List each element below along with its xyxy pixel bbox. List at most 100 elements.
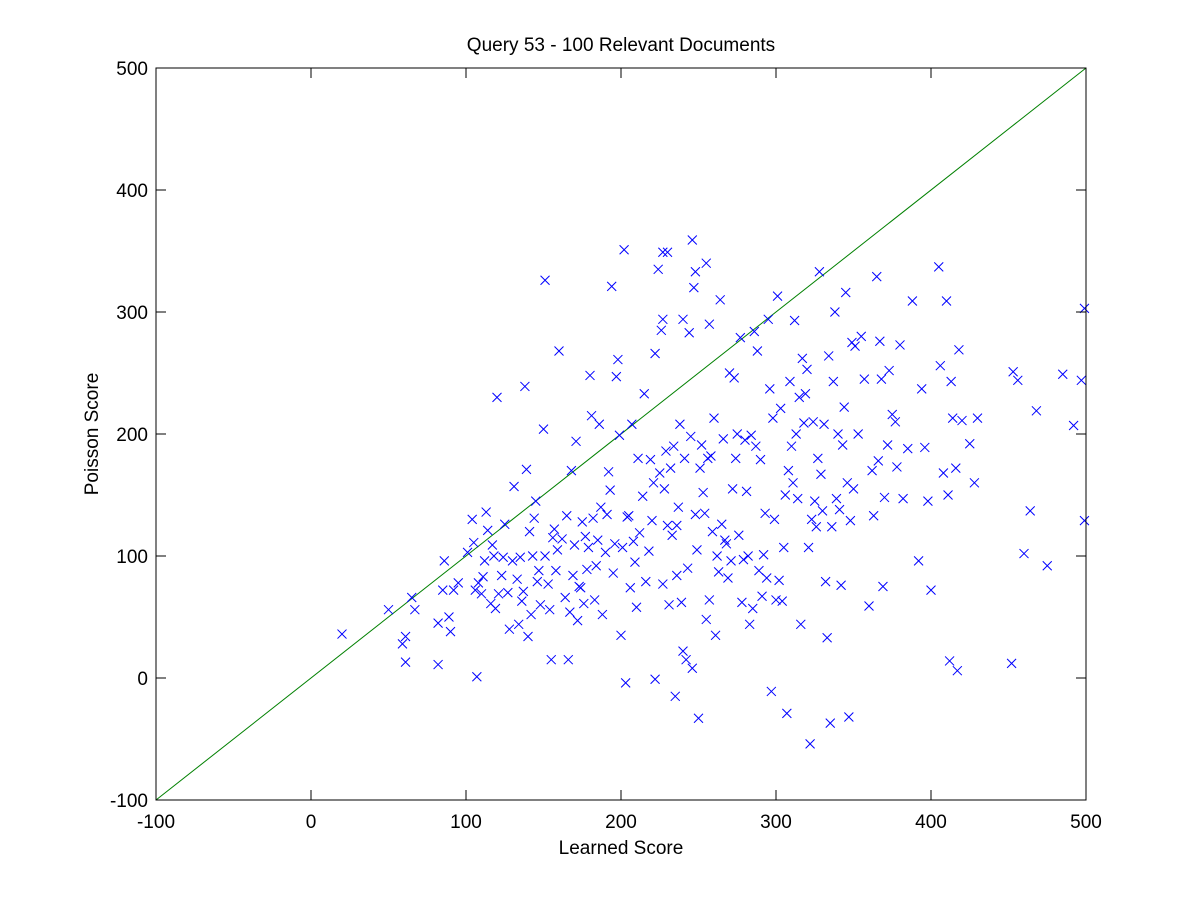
data-point [653, 264, 664, 275]
data-point [1006, 658, 1017, 669]
data-point [481, 507, 492, 517]
data-point [795, 619, 806, 630]
data-point [656, 325, 667, 336]
data-point [665, 463, 676, 474]
data-point [878, 581, 888, 592]
data-point [637, 491, 648, 502]
data-point [659, 484, 670, 494]
y-tick-label: 200 [116, 425, 148, 446]
data-point [518, 586, 529, 597]
data-point [609, 538, 620, 549]
data-point [591, 560, 602, 571]
data-point [868, 510, 879, 521]
data-point [740, 435, 750, 445]
data-point [733, 530, 744, 541]
data-point [687, 663, 698, 674]
data-point [757, 591, 767, 602]
data-point [713, 567, 724, 577]
data-point [490, 603, 501, 614]
x-tick-label: 100 [450, 812, 482, 833]
data-point [820, 576, 831, 587]
data-point [557, 534, 567, 544]
x-tick-label: 0 [306, 812, 317, 833]
data-point [834, 504, 845, 515]
data-points [337, 235, 1090, 749]
data-point [439, 556, 450, 566]
data-point [799, 418, 809, 428]
data-point [737, 597, 747, 608]
data-point [406, 592, 417, 603]
data-point [944, 656, 955, 666]
data-point [825, 718, 836, 728]
data-point [664, 599, 674, 610]
data-point [943, 490, 953, 500]
data-point [572, 615, 583, 626]
data-point [661, 446, 671, 456]
data-point [498, 552, 509, 563]
y-tick-label: 500 [116, 59, 148, 80]
x-tick-label: -100 [137, 812, 175, 833]
data-point [662, 520, 673, 531]
data-point [535, 599, 546, 610]
data-point [613, 354, 623, 365]
data-point [502, 587, 513, 598]
data-point [657, 247, 668, 258]
data-point [476, 588, 487, 599]
data-point [468, 537, 479, 548]
data-point [644, 546, 654, 556]
data-point [744, 619, 755, 630]
data-point [504, 624, 515, 635]
data-point [916, 384, 927, 394]
data-point [785, 376, 795, 387]
data-point [871, 271, 882, 282]
y-tick-label: 400 [116, 181, 148, 202]
data-point [569, 540, 580, 550]
data-point [902, 443, 913, 454]
data-point [812, 453, 823, 464]
data-point [890, 416, 901, 427]
data-point [791, 429, 802, 439]
data-point [524, 526, 535, 537]
data-point [777, 596, 788, 606]
data-point [941, 296, 952, 306]
data-point [647, 515, 657, 526]
data-point [732, 429, 743, 439]
data-point [923, 496, 933, 506]
data-point [808, 416, 819, 427]
data-point [817, 506, 828, 516]
data-point [678, 314, 688, 325]
data-point [833, 429, 843, 439]
data-point [882, 440, 893, 450]
data-point [712, 551, 722, 561]
data-point [628, 536, 639, 547]
data-point [602, 509, 612, 520]
data-point [582, 564, 592, 575]
data-point [577, 516, 588, 527]
data-point [667, 530, 678, 541]
data-point [816, 469, 826, 480]
data-point [616, 630, 626, 641]
data-point [723, 573, 733, 583]
data-point [532, 576, 543, 587]
data-point [516, 596, 527, 606]
data-point [771, 595, 781, 605]
data-point [760, 508, 771, 519]
data-point [822, 632, 833, 643]
data-point [499, 519, 510, 530]
data-point [600, 547, 611, 558]
data-point [706, 451, 716, 461]
data-point [594, 419, 605, 430]
data-point [764, 384, 775, 394]
data-point [1076, 375, 1087, 386]
data-point [533, 565, 544, 576]
data-point [1079, 515, 1090, 526]
data-point [803, 542, 814, 553]
data-point [964, 438, 975, 449]
data-point [707, 526, 718, 537]
data-point [523, 631, 533, 642]
data-point [623, 510, 634, 521]
data-point [1079, 303, 1090, 314]
data-point [780, 490, 791, 500]
data-point [657, 579, 668, 589]
data-point [789, 315, 800, 326]
